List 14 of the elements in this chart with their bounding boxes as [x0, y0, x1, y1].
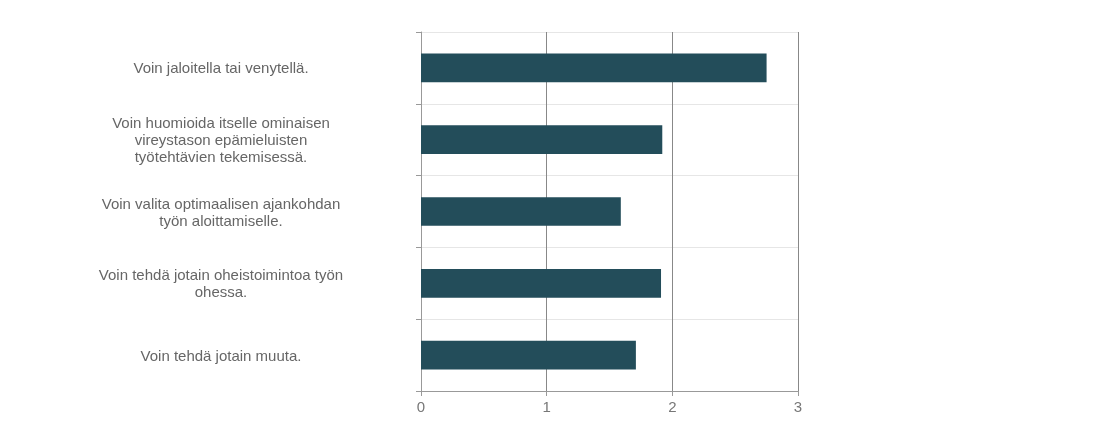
x-tick-label: 1 — [542, 398, 551, 415]
bar — [421, 268, 662, 298]
y-tick-label: Voin huomioida itselle ominaisen vireystason epämieluisten työtehtävien tekemisessä. — [112, 114, 330, 166]
y-tick-label: Voin tehdä jotain muuta. — [140, 346, 302, 364]
bar — [421, 340, 636, 370]
y-tick-label: Voin valita optimaalisen ajankohdan työn aloittamiselle. — [101, 194, 341, 229]
x-tick-label: 3 — [793, 398, 803, 415]
bar — [421, 53, 767, 83]
bar — [421, 125, 663, 155]
y-tick-label: Voin jaloitella tai venytellä. — [133, 59, 309, 77]
bar — [421, 197, 621, 226]
x-tick-label: 0 — [416, 398, 426, 415]
x-tick-label: 2 — [668, 398, 677, 415]
y-tick-label: Voin tehdä jotain oheistoimintoa työn ohessa. — [98, 266, 344, 301]
